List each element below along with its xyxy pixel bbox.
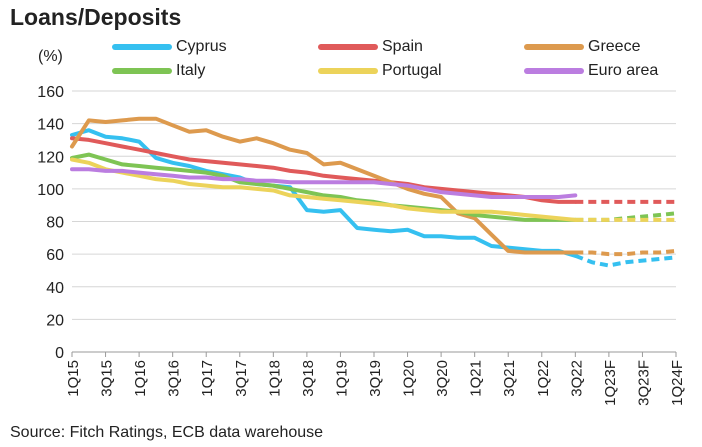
- x-tick-label-1Q17: 1Q17: [199, 360, 216, 397]
- legend-swatch-portugal: [318, 68, 378, 74]
- legend-swatch-spain: [318, 44, 378, 50]
- x-tick-label-3Q15: 3Q15: [99, 360, 116, 397]
- series-line-greece: [70, 116, 578, 255]
- x-tick-label-1Q16: 1Q16: [132, 360, 149, 397]
- x-tick-label-3Q17: 3Q17: [233, 360, 250, 397]
- series-forecast-line-cyprus: [574, 253, 677, 268]
- legend-label-portugal: Portugal: [382, 62, 442, 79]
- x-tick-label-1Q18: 1Q18: [266, 360, 283, 397]
- y-tick-label-0: 0: [55, 345, 64, 362]
- x-tick-label-1Q15: 1Q15: [65, 360, 82, 397]
- legend-swatch-italy: [112, 68, 172, 74]
- y-tick-label-140: 140: [37, 117, 64, 134]
- x-tick-label-1Q20: 1Q20: [401, 360, 418, 397]
- legend-label-cyprus: Cyprus: [176, 38, 227, 55]
- y-tick-label-40: 40: [46, 280, 64, 297]
- y-tick-label-100: 100: [37, 182, 64, 199]
- x-tick-label-3Q19: 3Q19: [367, 360, 384, 397]
- legend-swatch-greece: [524, 44, 584, 50]
- series-line-portugal: [70, 157, 578, 222]
- x-tick-label-3Q18: 3Q18: [300, 360, 317, 397]
- y-tick-label-20: 20: [46, 312, 64, 329]
- y-tick-label-120: 120: [37, 149, 64, 166]
- y-tick-label-160: 160: [37, 84, 64, 101]
- legend-label-spain: Spain: [382, 38, 423, 55]
- chart-title: Loans/Deposits: [10, 4, 182, 30]
- x-tick-label-3Q22: 3Q22: [568, 360, 585, 397]
- series-line-cyprus: [70, 128, 578, 258]
- series-line-spain: [70, 136, 578, 204]
- legend-label-italy: Italy: [176, 62, 206, 79]
- legend-label-greece: Greece: [588, 38, 641, 55]
- source-note: Source: Fitch Ratings, ECB data warehous…: [10, 424, 324, 441]
- x-tick-label-3Q21: 3Q21: [501, 360, 518, 397]
- legend-label-euro-area: Euro area: [588, 62, 659, 79]
- x-tick-label-1Q23F: 1Q23F: [602, 360, 619, 406]
- y-axis-label: (%): [38, 48, 63, 65]
- series-line-euro-area: [70, 167, 578, 199]
- y-tick-label-80: 80: [46, 215, 64, 232]
- legend-swatch-cyprus: [112, 44, 172, 50]
- y-tick-label-60: 60: [46, 247, 64, 264]
- x-tick-label-3Q16: 3Q16: [166, 360, 183, 397]
- x-tick-label-3Q23F: 3Q23F: [635, 360, 652, 406]
- x-tick-label-3Q20: 3Q20: [434, 360, 451, 397]
- series-forecast-line-greece: [575, 248, 677, 257]
- x-tick-label-1Q19: 1Q19: [333, 360, 350, 397]
- x-tick-label-1Q24F: 1Q24F: [669, 360, 686, 406]
- series-line-italy: [70, 152, 578, 222]
- x-tick-label-1Q21: 1Q21: [468, 360, 485, 397]
- x-tick-label-1Q22: 1Q22: [535, 360, 552, 397]
- legend-swatch-euro-area: [524, 68, 584, 74]
